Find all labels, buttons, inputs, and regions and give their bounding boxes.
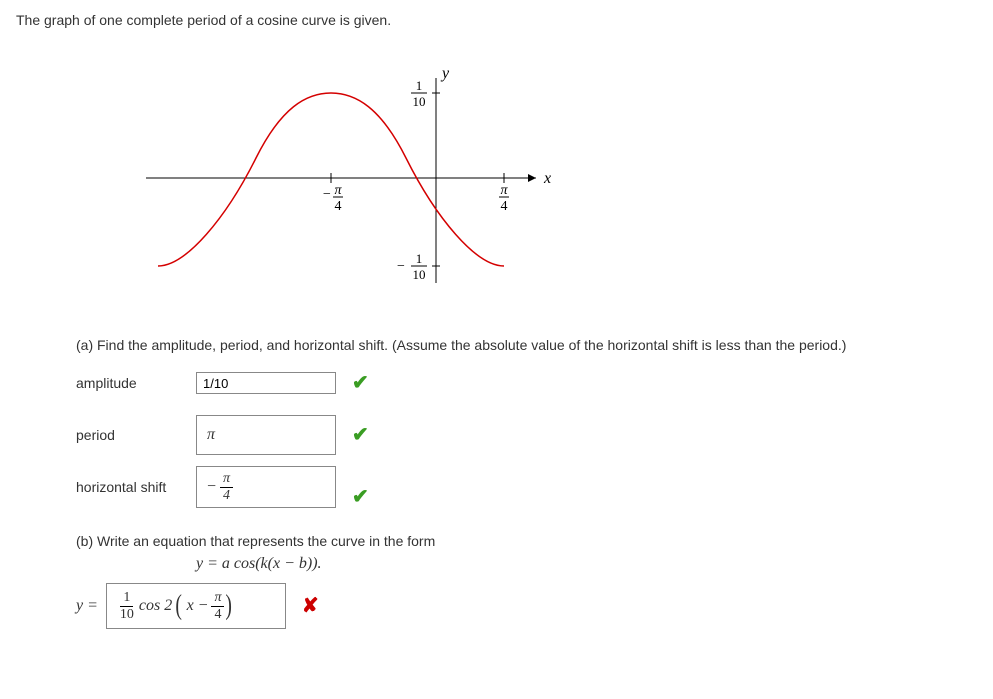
amplitude-row: amplitude ✔	[76, 361, 977, 405]
equation-display[interactable]: 1 10 cos 2 ( x − π 4 )	[106, 583, 286, 629]
amplitude-label: amplitude	[76, 375, 196, 391]
svg-text:4: 4	[501, 199, 508, 214]
period-display[interactable]: π	[196, 415, 336, 455]
horizontal-shift-label: horizontal shift	[76, 479, 196, 495]
amplitude-input[interactable]	[196, 372, 336, 394]
check-icon: ✔	[352, 425, 369, 445]
part-b-prompt: (b) Write an equation that represents th…	[76, 533, 977, 549]
cosine-graph: y x − π 4 π 4 1 10 − 1 10	[106, 38, 977, 321]
svg-text:10: 10	[413, 267, 426, 282]
svg-text:−: −	[397, 259, 405, 274]
svg-text:π: π	[334, 183, 342, 198]
check-icon: ✔	[352, 373, 369, 393]
svg-text:1: 1	[416, 251, 423, 266]
horizontal-shift-row: horizontal shift − π 4 ✔	[76, 465, 977, 509]
svg-text:π: π	[500, 183, 508, 198]
horizontal-shift-display[interactable]: − π 4	[196, 466, 336, 508]
equation-form: y = a cos(k(x − b)).	[196, 555, 977, 573]
period-row: period π ✔	[76, 413, 977, 457]
svg-text:10: 10	[413, 94, 426, 109]
y-equals: y =	[76, 597, 98, 615]
x-axis-label: x	[543, 170, 551, 187]
part-a-prompt: (a) Find the amplitude, period, and hori…	[76, 337, 977, 353]
check-icon: ✔	[352, 487, 369, 507]
svg-text:−: −	[322, 187, 331, 202]
period-label: period	[76, 427, 196, 443]
intro-text: The graph of one complete period of a co…	[16, 12, 977, 28]
equation-row: y = 1 10 cos 2 ( x − π 4 ) ✘	[76, 583, 977, 629]
cross-icon: ✘	[302, 596, 319, 616]
y-axis-label: y	[440, 65, 450, 82]
svg-text:1: 1	[416, 78, 423, 93]
svg-text:4: 4	[335, 199, 342, 214]
